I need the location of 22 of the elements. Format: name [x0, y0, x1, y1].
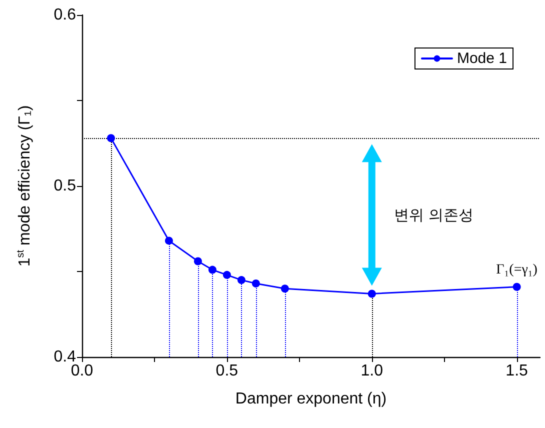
- y-tick-label: 0.4: [54, 348, 76, 366]
- x-tick-label: 0.5: [216, 362, 238, 380]
- point: [208, 266, 216, 274]
- y-axis-title: 1st mode efficiency (Γ₁): [16, 105, 34, 267]
- legend-label: Mode 1: [456, 50, 508, 67]
- point: [194, 257, 202, 266]
- x-tick-label: 1.5: [506, 362, 528, 380]
- y-tick-label: 0.6: [54, 6, 76, 24]
- point: [368, 290, 376, 298]
- point: [222, 270, 231, 279]
- annotation: Γ₁(=γ₁): [496, 262, 538, 278]
- point: [252, 279, 260, 288]
- x-tick-label: 1.0: [360, 362, 384, 380]
- point: [237, 276, 246, 284]
- point: [164, 236, 173, 245]
- point: [280, 284, 289, 293]
- x-axis-title: Damper exponent (η): [235, 390, 387, 408]
- x-tick-label: 0.0: [70, 362, 94, 380]
- y-tick-label: 0.5: [54, 178, 76, 194]
- point: [106, 134, 115, 142]
- point: [512, 282, 521, 291]
- annotation: 변위 의존성: [394, 206, 474, 224]
